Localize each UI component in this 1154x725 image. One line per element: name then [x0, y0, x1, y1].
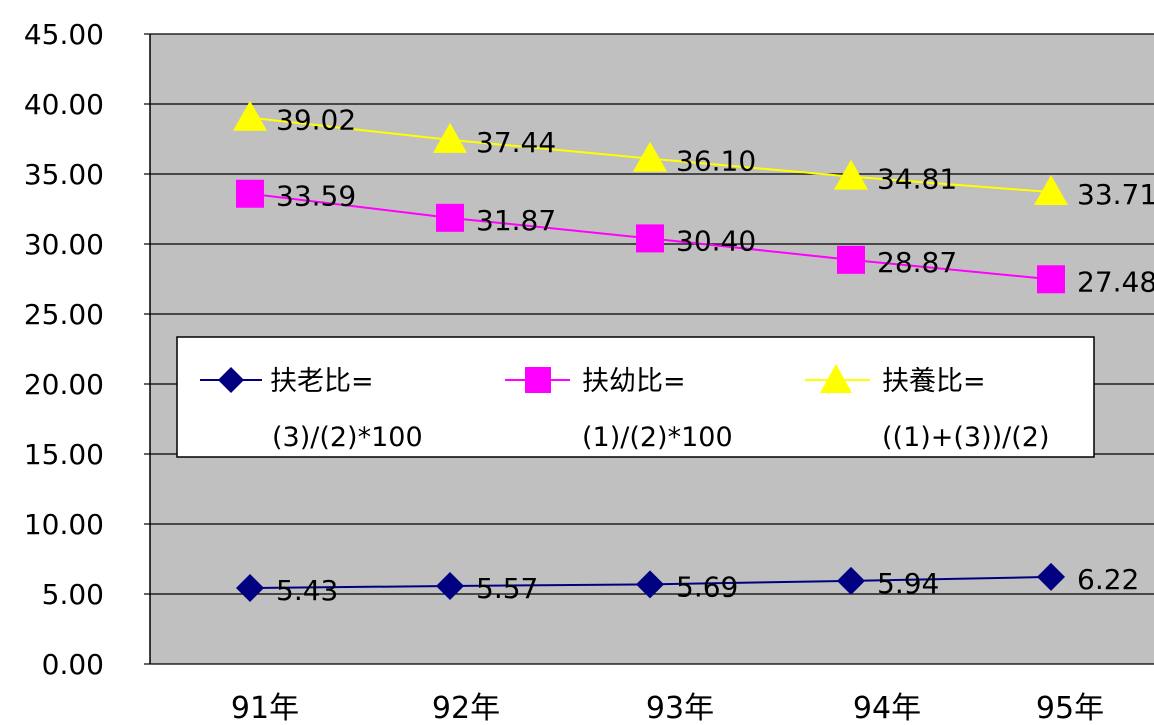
data-label: 5.69: [676, 570, 738, 603]
data-label: 27.48: [1077, 265, 1154, 298]
y-tick-label: 10.00: [24, 508, 104, 541]
x-tick-label: 95年: [1036, 691, 1104, 725]
x-tick-label: 92年: [432, 691, 500, 725]
data-label: 6.22: [1077, 563, 1139, 596]
legend-formula-total: ((1)+(3))/(2): [882, 422, 1050, 453]
legend-label-elderly: 扶老比=: [270, 366, 374, 397]
data-label: 5.57: [476, 572, 538, 605]
y-tick-label: 45.00: [24, 18, 104, 51]
y-tick-label: 25.00: [24, 298, 104, 331]
legend-formula-youth: (1)/(2)*100: [582, 422, 733, 453]
legend: 扶老比= (3)/(2)*100 扶幼比= (1)/(2)*100 扶養比= (…: [176, 336, 1095, 458]
data-label: 33.59: [276, 180, 356, 213]
y-tick-label: 5.00: [42, 578, 104, 611]
triangle-marker: [834, 159, 868, 190]
square-marker: [436, 203, 464, 232]
triangle-marker: [1034, 175, 1068, 206]
legend-diamond-marker: [218, 367, 244, 393]
y-axis: 0.00 5.00 10.00 15.00 20.00 25.00 30.00 35.00 40…: [24, 18, 151, 681]
data-labels: 5.43 5.57 5.69 5.94 6.22 33.59 31.87 30.40 28.87…: [276, 104, 1154, 607]
y-tick-label: 40.00: [24, 88, 104, 121]
legend-triangle-marker: [820, 364, 852, 393]
y-tick-label: 30.00: [24, 228, 104, 261]
data-label: 30.40: [676, 224, 756, 257]
square-marker: [236, 179, 264, 208]
data-label: 31.87: [476, 204, 556, 237]
square-marker: [636, 224, 664, 253]
data-label: 34.81: [877, 163, 957, 196]
x-tick-label: 91年: [231, 691, 299, 725]
x-tick-label: 93年: [646, 691, 714, 725]
data-label: 5.94: [877, 567, 939, 600]
triangle-marker: [233, 100, 267, 131]
x-axis: 91年 92年 93年 94年 95年: [231, 691, 1104, 725]
diamond-marker: [236, 573, 264, 602]
square-marker: [837, 245, 865, 274]
data-label: 33.71: [1077, 178, 1154, 211]
y-tick-label: 0.00: [42, 648, 104, 681]
triangle-marker: [433, 122, 467, 153]
legend-formula-elderly: (3)/(2)*100: [272, 422, 423, 453]
data-label: 28.87: [877, 246, 957, 279]
data-label: 5.43: [276, 574, 338, 607]
legend-label-total: 扶養比=: [882, 366, 986, 397]
x-tick-label: 94年: [853, 691, 921, 725]
square-marker: [1037, 265, 1065, 294]
diamond-marker: [837, 566, 865, 595]
series-group: [233, 100, 1068, 602]
diamond-marker: [436, 572, 464, 601]
data-label: 37.44: [476, 126, 556, 159]
triangle-marker: [633, 141, 667, 172]
legend-label-youth: 扶幼比=: [582, 366, 686, 397]
legend-box: [176, 336, 1095, 458]
y-tick-label: 15.00: [24, 438, 104, 471]
y-tick-label: 35.00: [24, 158, 104, 191]
data-label: 39.02: [276, 104, 356, 137]
diamond-marker: [1037, 562, 1065, 591]
legend-square-marker: [525, 367, 551, 393]
data-label: 36.10: [676, 145, 756, 178]
diamond-marker: [636, 570, 664, 599]
y-tick-label: 20.00: [24, 368, 104, 401]
